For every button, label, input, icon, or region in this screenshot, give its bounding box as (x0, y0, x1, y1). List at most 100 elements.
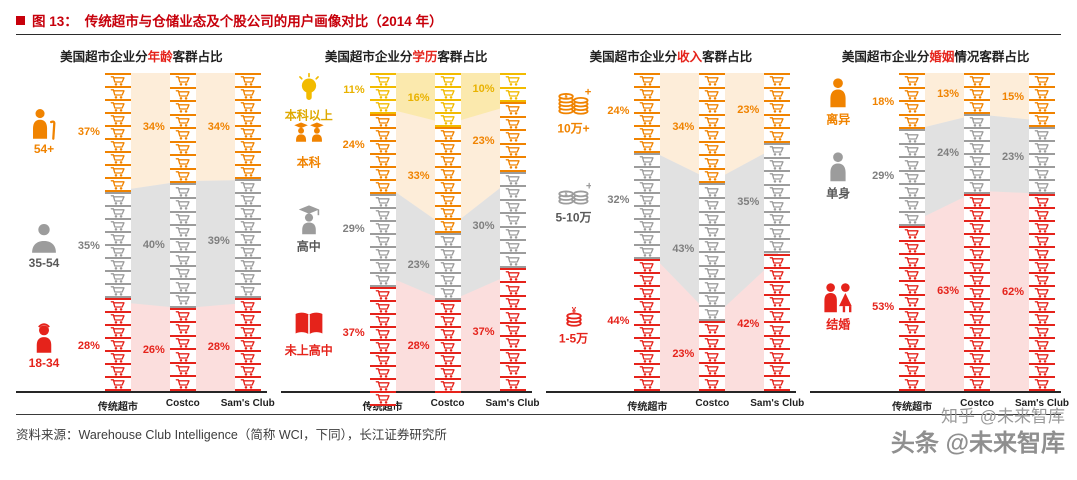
bar-segment (234, 73, 261, 179)
ladder-cell (899, 75, 926, 89)
ladder-cell (1029, 300, 1056, 313)
cart-icon (1034, 327, 1049, 337)
value-label: 42% (737, 318, 760, 331)
ribbon (447, 104, 513, 229)
ladder-cell (964, 101, 991, 114)
cart-icon (175, 76, 190, 86)
value-label: 24% (342, 139, 365, 152)
cart-icon (904, 186, 919, 197)
ladder-cell (634, 140, 661, 153)
cart-icon (969, 210, 984, 220)
ladder-cell (899, 241, 926, 256)
bar-segment (764, 253, 791, 391)
category-label: Costco (165, 398, 200, 409)
category-label: Sam's Club (220, 398, 275, 409)
value-label: 11% (343, 84, 365, 97)
ladder-cell (899, 309, 926, 324)
series-label: 1-5万 (558, 331, 589, 346)
cart-icon (640, 353, 655, 363)
ribbon (382, 73, 448, 124)
cart-icon (240, 366, 255, 376)
ladder-cell (169, 88, 196, 103)
cart-icon (175, 144, 190, 154)
ladder-cell (499, 283, 526, 297)
ribbon (183, 302, 248, 391)
ladder-cell (234, 101, 261, 114)
cart-icon (240, 208, 255, 218)
ladder-cell (169, 102, 196, 116)
cart-icon (704, 268, 719, 278)
ladder-cell (104, 127, 131, 140)
cart-icon (375, 368, 390, 378)
stacked-bar (634, 73, 661, 391)
ladder-cell (104, 153, 131, 166)
ladder-cell (234, 233, 261, 246)
ladder-cell (499, 214, 526, 228)
ladder-cell (104, 220, 131, 233)
bar-segment (764, 73, 791, 143)
ladder-cell (499, 117, 526, 132)
ribbon (382, 274, 448, 391)
bar-segment (104, 192, 131, 298)
ladder-cell (369, 168, 396, 181)
footer-divider (16, 414, 1061, 415)
ladder-cell (104, 326, 131, 339)
value-label: 34% (142, 121, 165, 134)
ladder-cell (699, 185, 726, 199)
category-unit: Sam's Club (996, 393, 1069, 411)
cart-icon (704, 227, 719, 238)
panels-row: 美国超市企业分年龄客群占比 54+ 35-54 18-34 37% 35% 28% 34% 40… (16, 46, 1069, 413)
divorced-icon (810, 76, 866, 108)
cart-icon (640, 379, 655, 389)
category-row: 传统超市 Costco Sam's Club (337, 393, 540, 413)
value-label: 10% (472, 82, 495, 95)
ladder-cell (699, 156, 726, 170)
ladder-cell (964, 274, 991, 287)
cart-icon (769, 187, 784, 197)
ladder-cell (169, 294, 196, 308)
stacked-bar (899, 73, 926, 392)
cart-icon (175, 365, 190, 375)
ladder-cell (369, 261, 396, 274)
legend-item: 高中 (281, 203, 337, 254)
bars-region: 37% 35% 28% 34% 40% 26% 34% 39% 28% (72, 73, 267, 391)
cart-icon (769, 117, 784, 127)
stacked-bar (964, 73, 991, 391)
bar-segment (434, 233, 461, 300)
elderly-icon (16, 108, 72, 140)
cart-icon (110, 286, 125, 296)
ladder-cell (1029, 155, 1056, 168)
legend-item: 18-34 (16, 322, 72, 370)
category-unit: 传统超市 (866, 393, 932, 413)
ribbon-overlay (912, 73, 1043, 391)
legend-item: ¥1-5万 (546, 296, 602, 347)
cart-icon (1034, 379, 1049, 389)
ladder-cell (369, 196, 396, 209)
cart-icon (969, 379, 984, 389)
ladder-cell (234, 246, 261, 259)
cart-icon (704, 76, 719, 86)
ladder-cell (764, 158, 791, 173)
ladder-cell (434, 261, 461, 274)
cart-icon (375, 249, 390, 259)
ladder-cell (369, 209, 396, 222)
ladder-cell (699, 307, 726, 322)
ladder-cell (169, 350, 196, 364)
figure-label: 图 13： (32, 14, 78, 29)
cart-icon (769, 227, 784, 238)
ladder-cell (964, 261, 991, 274)
cart-icon (904, 103, 919, 114)
cart-icon (440, 182, 455, 192)
ladder-cell (104, 300, 131, 313)
ladder-cell (169, 253, 196, 267)
ladder-cell (964, 326, 991, 339)
ladder-cell (499, 350, 526, 365)
value-label: 37% (472, 326, 495, 339)
cart-icon (904, 338, 919, 348)
chart-area: +¥10万++¥5-10万¥1-5万24%32%44%34%43%23%23%3… (546, 73, 797, 391)
cart-icon (640, 366, 655, 376)
ladder-cell (169, 239, 196, 254)
ladder-cell (369, 367, 396, 380)
category-label: 传统超市 (97, 402, 138, 413)
cart-icon (640, 128, 655, 138)
